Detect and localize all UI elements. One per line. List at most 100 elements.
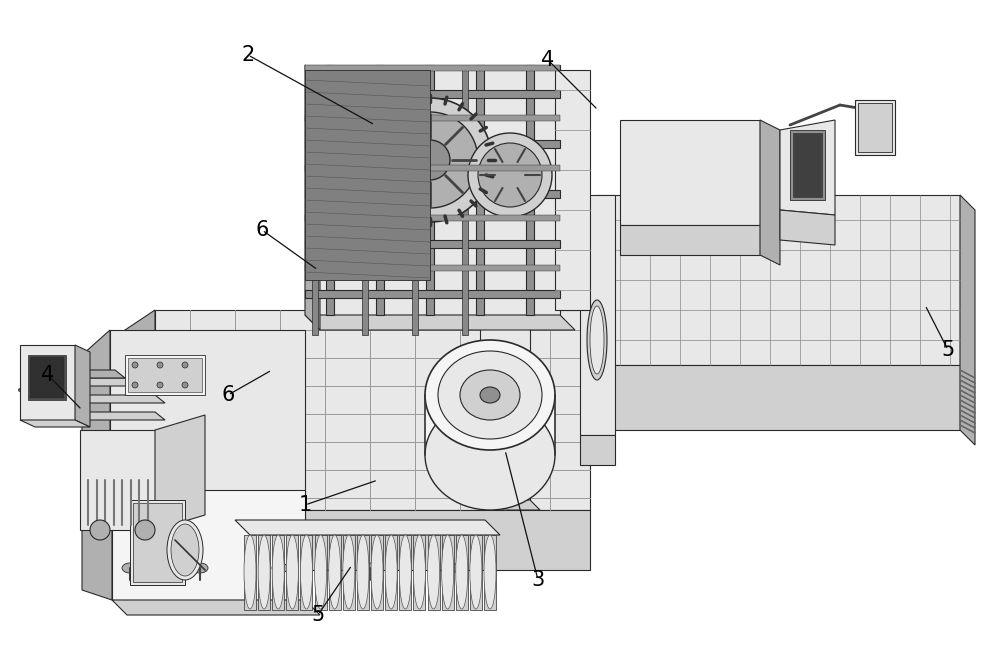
Polygon shape: [258, 535, 270, 610]
Polygon shape: [484, 535, 496, 610]
Ellipse shape: [496, 360, 514, 420]
Ellipse shape: [590, 306, 604, 374]
Polygon shape: [780, 120, 835, 215]
Polygon shape: [110, 510, 305, 545]
Polygon shape: [75, 370, 125, 378]
Polygon shape: [305, 115, 560, 121]
Polygon shape: [305, 290, 560, 298]
Ellipse shape: [468, 133, 552, 217]
Ellipse shape: [272, 535, 284, 609]
Polygon shape: [305, 190, 560, 198]
Polygon shape: [315, 535, 327, 610]
Polygon shape: [371, 535, 383, 610]
Ellipse shape: [371, 535, 383, 609]
Polygon shape: [760, 120, 780, 265]
Polygon shape: [305, 65, 560, 315]
Ellipse shape: [122, 563, 138, 573]
Ellipse shape: [329, 535, 341, 609]
Polygon shape: [305, 240, 560, 248]
Polygon shape: [470, 535, 482, 610]
Polygon shape: [305, 90, 560, 98]
Ellipse shape: [480, 387, 500, 403]
Polygon shape: [20, 345, 75, 420]
Ellipse shape: [135, 520, 155, 540]
Polygon shape: [305, 165, 560, 171]
Ellipse shape: [425, 340, 555, 450]
Polygon shape: [112, 600, 320, 615]
Polygon shape: [595, 195, 960, 365]
Polygon shape: [305, 65, 320, 330]
Ellipse shape: [272, 563, 288, 573]
Text: 3: 3: [531, 570, 545, 590]
Bar: [133, 503, 182, 582]
Bar: [426, 65, 434, 315]
Bar: [30, 357, 64, 398]
Ellipse shape: [368, 98, 492, 222]
Polygon shape: [780, 210, 835, 245]
Ellipse shape: [244, 535, 256, 609]
Polygon shape: [305, 70, 430, 280]
Bar: [312, 65, 318, 335]
Polygon shape: [55, 378, 165, 386]
Bar: [125, 355, 205, 395]
Text: 1: 1: [298, 495, 312, 515]
Ellipse shape: [362, 563, 378, 573]
Bar: [362, 65, 368, 335]
Polygon shape: [155, 415, 205, 530]
Bar: [326, 65, 334, 315]
Polygon shape: [244, 535, 256, 610]
Polygon shape: [300, 535, 312, 610]
Polygon shape: [286, 535, 298, 610]
Ellipse shape: [413, 535, 425, 609]
Polygon shape: [385, 535, 397, 610]
Text: 6: 6: [221, 385, 235, 405]
Ellipse shape: [357, 535, 369, 609]
Polygon shape: [580, 435, 615, 465]
Polygon shape: [480, 500, 540, 510]
Polygon shape: [20, 420, 90, 427]
Ellipse shape: [382, 112, 478, 208]
Polygon shape: [555, 70, 590, 310]
Ellipse shape: [171, 524, 199, 576]
Polygon shape: [425, 395, 555, 455]
Polygon shape: [55, 412, 165, 420]
Polygon shape: [595, 365, 960, 430]
Bar: [376, 65, 384, 315]
Ellipse shape: [343, 535, 355, 609]
Text: 5: 5: [941, 340, 955, 360]
Polygon shape: [357, 535, 369, 610]
Polygon shape: [413, 535, 425, 610]
Polygon shape: [112, 490, 305, 600]
Ellipse shape: [182, 362, 188, 368]
Text: 6: 6: [255, 220, 269, 240]
Polygon shape: [305, 215, 560, 221]
Polygon shape: [305, 265, 560, 271]
Bar: [462, 65, 468, 335]
Polygon shape: [329, 535, 341, 610]
Ellipse shape: [157, 362, 163, 368]
Polygon shape: [55, 395, 165, 403]
Polygon shape: [620, 120, 760, 225]
Ellipse shape: [442, 535, 454, 609]
Ellipse shape: [456, 535, 468, 609]
Polygon shape: [272, 535, 284, 610]
Ellipse shape: [425, 400, 555, 510]
Bar: [855, 100, 895, 155]
Ellipse shape: [460, 370, 520, 420]
Polygon shape: [75, 345, 90, 427]
Polygon shape: [456, 535, 468, 610]
Bar: [793, 133, 822, 197]
Bar: [28, 355, 66, 400]
Ellipse shape: [315, 535, 327, 609]
Polygon shape: [305, 315, 575, 330]
Polygon shape: [110, 330, 305, 510]
Text: 4: 4: [541, 50, 555, 70]
Polygon shape: [155, 510, 590, 570]
Ellipse shape: [192, 563, 208, 573]
Ellipse shape: [167, 520, 203, 580]
Polygon shape: [305, 140, 560, 148]
Polygon shape: [580, 195, 615, 435]
Ellipse shape: [438, 351, 542, 439]
Ellipse shape: [493, 355, 517, 425]
Bar: [130, 500, 185, 585]
